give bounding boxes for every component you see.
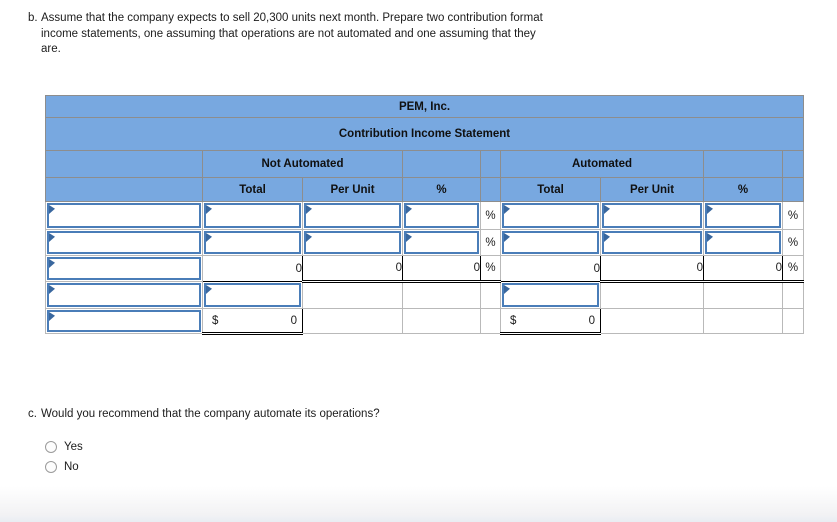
header-na-per-unit: Per Unit xyxy=(302,177,403,202)
instruction-part-c-prefix: c. xyxy=(28,408,37,420)
header-na-pct-spacer xyxy=(402,150,481,178)
row4-a-percent-symbol-cell xyxy=(782,281,804,309)
row3-a-percent-symbol: % xyxy=(782,255,804,283)
header-a-total: Total xyxy=(500,177,601,202)
row5-a-total-value: 0 xyxy=(588,314,595,327)
radio-no[interactable] xyxy=(45,461,57,473)
row2-a-percent-input[interactable] xyxy=(705,231,781,254)
row1-label-input[interactable] xyxy=(47,203,201,228)
radio-option-no-row: No xyxy=(45,459,79,475)
header-na-percent: % xyxy=(402,177,481,202)
row4-a-per-unit-cell xyxy=(600,281,704,309)
row3-na-per-unit-cell: 0 xyxy=(302,255,403,283)
row2-a-per-unit-input[interactable] xyxy=(602,231,702,254)
row4-a-percent-cell xyxy=(703,281,783,309)
row3-label-input[interactable] xyxy=(47,257,201,280)
instruction-part-b-line3: are. xyxy=(41,43,61,55)
row2-na-total-input[interactable] xyxy=(204,231,301,254)
contribution-income-statement-table: PEM, Inc. Contribution Income Statement … xyxy=(45,95,804,335)
instruction-part-c-question: Would you recommend that the company aut… xyxy=(41,408,380,420)
row1-na-per-unit-input[interactable] xyxy=(304,203,401,228)
row1-a-total-input[interactable] xyxy=(502,203,599,228)
row4-a-total-input[interactable] xyxy=(502,283,599,307)
row2-a-percent-symbol: % xyxy=(782,229,804,256)
bottom-fade-divider xyxy=(0,486,837,522)
row1-na-total-input[interactable] xyxy=(204,203,301,228)
table-subtitle: Contribution Income Statement xyxy=(45,117,804,151)
row5-a-percent-symbol-cell xyxy=(782,308,804,334)
header-label-spacer xyxy=(45,150,203,178)
row2-na-per-unit-input[interactable] xyxy=(304,231,401,254)
row5-na-total-value: 0 xyxy=(290,314,297,327)
header-automated: Automated xyxy=(500,150,704,178)
row2-na-percent-input[interactable] xyxy=(404,231,479,254)
header-na-sym-spacer2 xyxy=(480,177,501,202)
row4-na-percent-symbol-cell xyxy=(480,281,501,309)
row5-na-total-cell: $ 0 xyxy=(202,308,303,335)
row3-na-percent-cell: 0 xyxy=(402,255,481,283)
table-title: PEM, Inc. xyxy=(45,95,804,118)
header-a-sym-spacer2 xyxy=(782,177,804,202)
row2-a-total-input[interactable] xyxy=(502,231,599,254)
row1-a-percent-symbol: % xyxy=(782,201,804,230)
row3-a-percent-cell: 0 xyxy=(703,255,783,283)
row4-na-per-unit-cell xyxy=(302,281,403,309)
instruction-part-b-line1: Assume that the company expects to sell … xyxy=(41,12,543,24)
header-a-pct-spacer xyxy=(703,150,783,178)
row4-na-total-input[interactable] xyxy=(204,283,301,307)
row5-a-dollar-sign: $ xyxy=(510,314,517,327)
row5-a-percent-cell xyxy=(703,308,783,334)
row5-na-dollar-sign: $ xyxy=(212,314,219,327)
header-a-sym-spacer xyxy=(782,150,804,178)
row3-a-per-unit-cell: 0 xyxy=(600,255,704,283)
instruction-part-b-line2: income statements, one assuming that ope… xyxy=(41,27,536,40)
row5-a-total-cell: $ 0 xyxy=(500,308,601,335)
header-label-spacer2 xyxy=(45,177,203,202)
row4-label-input[interactable] xyxy=(47,283,201,307)
row3-a-total-cell: 0 xyxy=(500,255,601,282)
header-na-sym-spacer xyxy=(480,150,501,178)
row5-na-per-unit-cell xyxy=(302,308,403,334)
instruction-part-b-prefix: b. xyxy=(28,12,38,24)
row1-na-percent-symbol: % xyxy=(480,201,501,230)
row1-a-per-unit-input[interactable] xyxy=(602,203,702,228)
row5-a-per-unit-cell xyxy=(600,308,704,334)
row3-na-percent-symbol: % xyxy=(480,255,501,283)
header-a-percent: % xyxy=(703,177,783,202)
radio-no-label: No xyxy=(64,461,79,473)
row5-na-percent-cell xyxy=(402,308,481,334)
radio-option-yes-row: Yes xyxy=(45,439,83,455)
radio-yes[interactable] xyxy=(45,441,57,453)
header-na-total: Total xyxy=(202,177,303,202)
instruction-part-c: c. Would you recommend that the company … xyxy=(28,407,648,423)
row1-na-percent-input[interactable] xyxy=(404,203,479,228)
header-a-per-unit: Per Unit xyxy=(600,177,704,202)
header-not-automated: Not Automated xyxy=(202,150,403,178)
row5-na-percent-symbol-cell xyxy=(480,308,501,334)
row1-a-percent-input[interactable] xyxy=(705,203,781,228)
row3-na-total-cell: 0 xyxy=(202,255,303,282)
row5-label-input[interactable] xyxy=(47,310,201,332)
row2-label-input[interactable] xyxy=(47,231,201,254)
row4-na-percent-cell xyxy=(402,281,481,309)
row2-na-percent-symbol: % xyxy=(480,229,501,256)
instruction-part-b: b. Assume that the company expects to se… xyxy=(28,11,648,58)
radio-yes-label: Yes xyxy=(64,441,83,453)
